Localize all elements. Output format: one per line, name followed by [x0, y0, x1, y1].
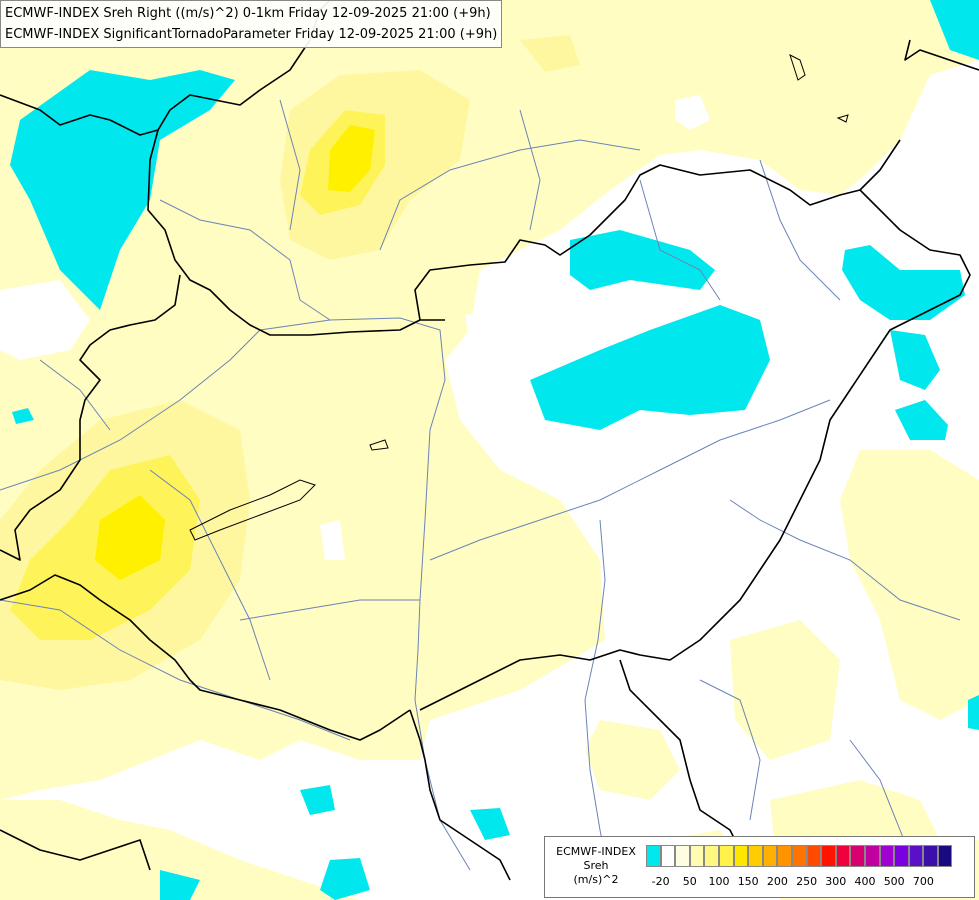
legend-swatches [646, 845, 953, 867]
legend-swatch [908, 845, 924, 867]
legend-unit: (m/s)^2 [573, 873, 619, 886]
legend-model: ECMWF-INDEX [556, 845, 636, 858]
legend-swatch [718, 845, 734, 867]
legend-tick-label: 100 [708, 875, 730, 888]
legend-variable: Sreh [583, 859, 609, 872]
legend-swatch [675, 845, 690, 867]
legend-swatch [777, 845, 792, 867]
map-title-sreh: ECMWF-INDEX Sreh Right ((m/s)^2) 0-1km F… [5, 6, 491, 21]
sreh-field-white-holes [0, 95, 710, 560]
legend-tick-label: 700 [912, 875, 934, 888]
legend-swatch [894, 845, 909, 867]
legend-swatch [762, 845, 778, 867]
legend-swatch [806, 845, 822, 867]
sreh-field-bright-yellow [95, 125, 375, 580]
legend-tick-label: 500 [883, 875, 905, 888]
legend-swatch [791, 845, 807, 867]
legend-tick-label: 150 [737, 875, 759, 888]
legend-swatch [850, 845, 865, 867]
legend-tick-label: 200 [766, 875, 788, 888]
legend-swatch [660, 845, 676, 867]
legend-swatch [835, 845, 851, 867]
legend-swatch [879, 845, 895, 867]
legend-swatch [646, 845, 661, 867]
legend-swatch [821, 845, 836, 867]
legend-tick-label: 300 [825, 875, 847, 888]
lakes [189, 54, 849, 541]
sreh-field-cyan [10, 0, 979, 900]
legend-swatch [704, 845, 719, 867]
legend-title: ECMWF-INDEX Sreh (m/s)^2 [549, 845, 643, 887]
legend-tick-label: -20 [651, 875, 670, 888]
legend-tick-label: 400 [854, 875, 876, 888]
legend-tick-label: 250 [796, 875, 818, 888]
legend-swatch [689, 845, 705, 867]
color-legend: ECMWF-INDEX Sreh (m/s)^2 -20 50 100 150 200 2… [544, 836, 975, 898]
country-borders [0, 0, 979, 881]
legend-swatch [733, 845, 749, 867]
legend-ticks: -20 50 100 150 200 250 300 400 500 700 [646, 875, 966, 891]
map-title-stp: ECMWF-INDEX SignificantTornadoParameter … [5, 27, 498, 42]
legend-swatch [923, 845, 938, 867]
legend-swatch [937, 845, 953, 867]
legend-tick-label: 50 [682, 875, 697, 888]
rivers [0, 99, 961, 881]
legend-swatch [748, 845, 763, 867]
map-title-box: ECMWF-INDEX Sreh Right ((m/s)^2) 0-1km F… [0, 0, 503, 48]
legend-swatch [864, 845, 880, 867]
